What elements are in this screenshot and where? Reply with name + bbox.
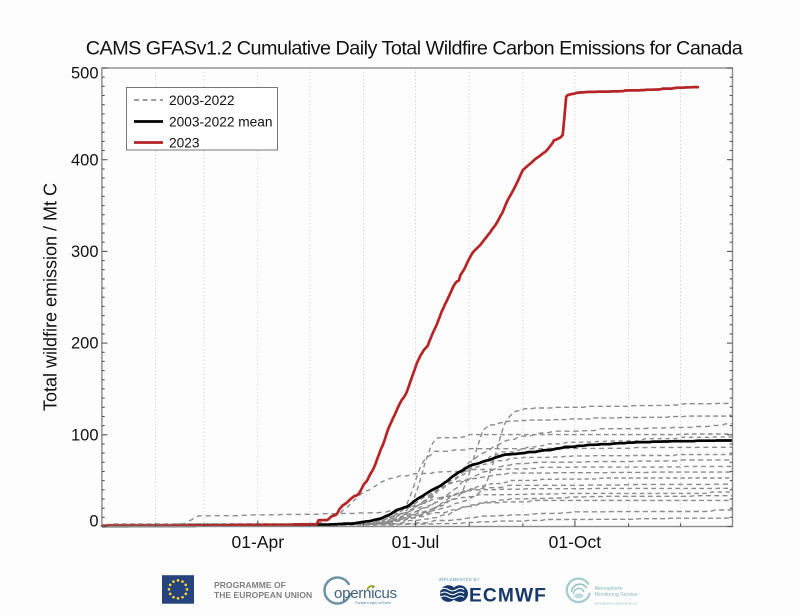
- svg-text:100: 100: [71, 426, 99, 444]
- svg-text:ECMWF: ECMWF: [469, 585, 547, 606]
- svg-text:CAMS GFASv1.2 Cumulative Daily: CAMS GFASv1.2 Cumulative Daily Total Wil…: [86, 38, 743, 60]
- svg-text:Monitoring Service: Monitoring Service: [595, 592, 638, 598]
- svg-text:2003-2022 mean: 2003-2022 mean: [169, 114, 273, 129]
- svg-text:01-Apr: 01-Apr: [232, 532, 285, 552]
- svg-text:01-Jul: 01-Jul: [392, 532, 440, 552]
- svg-text:Total wildfire emission / Mt C: Total wildfire emission / Mt C: [41, 183, 61, 411]
- svg-text:400: 400: [71, 151, 99, 169]
- svg-text:opernicus: opernicus: [334, 585, 397, 602]
- svg-text:Atmosphere: Atmosphere: [595, 586, 623, 592]
- svg-text:Europe's eyes on Earth: Europe's eyes on Earth: [356, 601, 391, 605]
- svg-text:500: 500: [71, 64, 99, 82]
- svg-text:2023: 2023: [169, 135, 200, 150]
- svg-text:2003-2022: 2003-2022: [169, 93, 234, 108]
- svg-text:01-Oct: 01-Oct: [549, 532, 602, 552]
- svg-text:IMPLEMENTED BY: IMPLEMENTED BY: [439, 577, 480, 582]
- svg-text:0: 0: [89, 513, 98, 531]
- svg-text:300: 300: [71, 243, 99, 261]
- svg-text:atmosphere.copernicus.eu: atmosphere.copernicus.eu: [595, 602, 637, 606]
- svg-text:THE EUROPEAN UNION: THE EUROPEAN UNION: [214, 590, 312, 600]
- svg-text:PROGRAMME OF: PROGRAMME OF: [214, 580, 286, 590]
- svg-text:200: 200: [71, 335, 99, 353]
